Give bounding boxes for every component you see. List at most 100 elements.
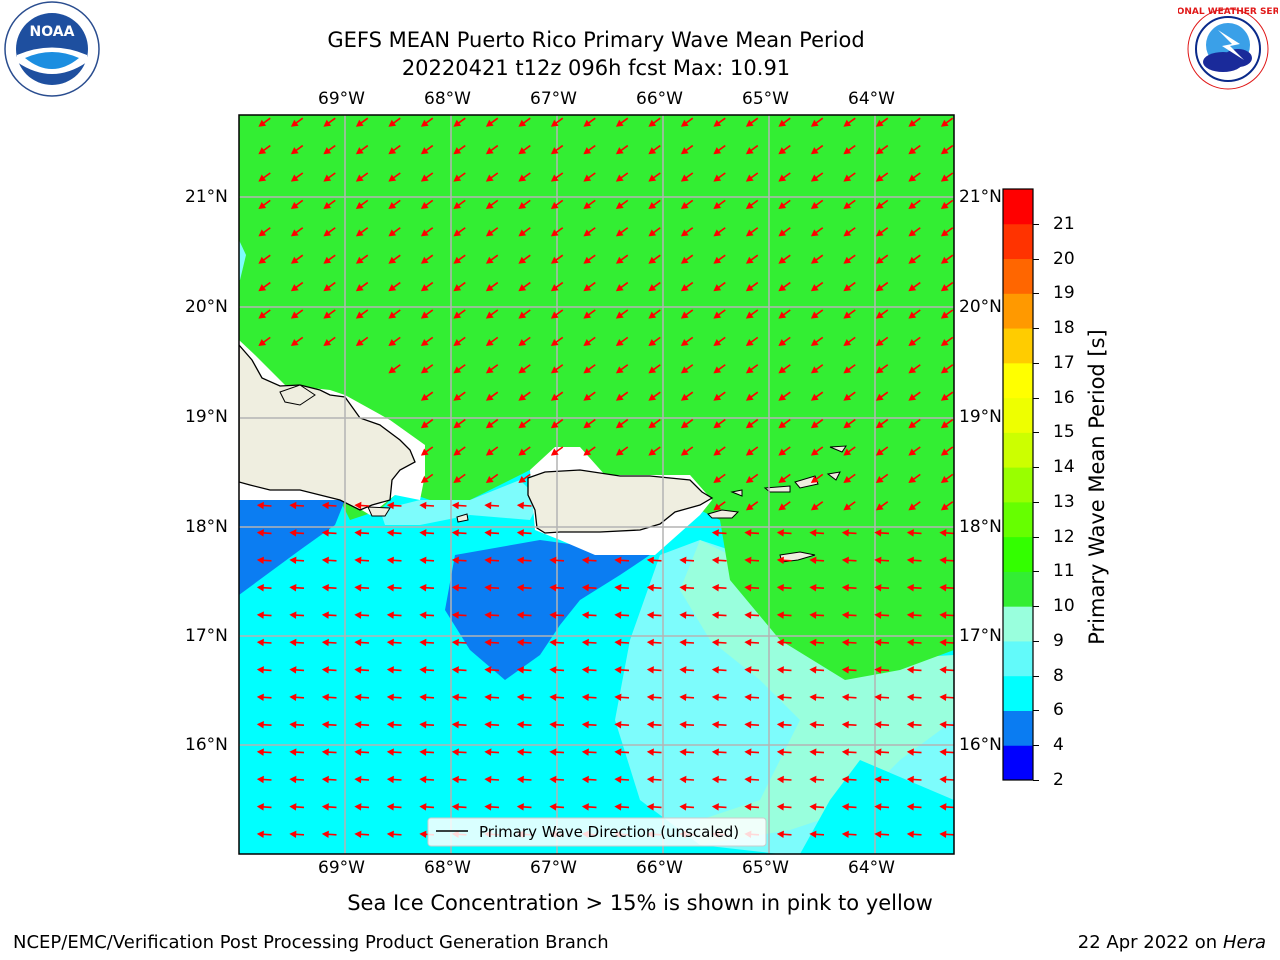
wave-arrow-head bbox=[258, 174, 267, 182]
wave-arrow-head bbox=[518, 366, 527, 374]
wave-arrow-head bbox=[778, 229, 787, 237]
colorbar-segment bbox=[1003, 640, 1033, 677]
lat-tick-right: 21°N bbox=[959, 187, 1002, 207]
wave-arrow-head bbox=[809, 693, 817, 702]
wave-arrow-head bbox=[549, 611, 557, 619]
wave-arrow-head bbox=[680, 229, 689, 237]
lat-tick-left: 20°N bbox=[185, 297, 228, 317]
wave-arrow-head bbox=[583, 393, 592, 401]
wave-arrow-head bbox=[906, 803, 914, 811]
wave-arrow-head bbox=[419, 529, 427, 537]
colorbar-segment bbox=[1003, 293, 1033, 329]
wave-arrow-head bbox=[258, 147, 267, 155]
wave-arrow-head bbox=[646, 720, 654, 729]
wave-arrow-head bbox=[843, 174, 852, 182]
vieques-island bbox=[707, 509, 740, 519]
wave-arrow-head bbox=[583, 229, 592, 237]
wave-arrow-head bbox=[615, 201, 624, 210]
colorbar-tick-mark bbox=[1033, 362, 1039, 364]
wave-arrow-head bbox=[615, 147, 624, 155]
lat-tick-right: 17°N bbox=[959, 626, 1002, 646]
wave-arrow-head bbox=[778, 311, 787, 319]
colorbar-tick-mark bbox=[1033, 432, 1039, 434]
wave-arrow-head bbox=[679, 748, 687, 756]
wave-arrow-head bbox=[258, 201, 267, 210]
wave-arrow-head bbox=[713, 284, 722, 292]
wave-arrow-head bbox=[615, 338, 624, 347]
wave-arrow-head bbox=[906, 556, 914, 565]
wave-arrow-head bbox=[679, 693, 687, 702]
wave-arrow-head bbox=[875, 147, 884, 155]
lon-tick-bottom: 64°W bbox=[848, 858, 895, 878]
wave-arrow-head bbox=[419, 638, 427, 647]
wave-arrow-head bbox=[745, 448, 754, 456]
wave-arrow-head bbox=[778, 256, 787, 264]
wave-arrow-head bbox=[841, 666, 849, 674]
wave-arrow-head bbox=[939, 666, 947, 674]
wave-arrow-head bbox=[711, 666, 719, 674]
wave-arrow-head bbox=[711, 556, 719, 565]
wave-arrow-head bbox=[451, 611, 459, 619]
wave-arrow-head bbox=[289, 501, 297, 510]
wave-arrow-head bbox=[258, 338, 267, 347]
wave-arrow-head bbox=[420, 475, 429, 484]
wave-arrow-head bbox=[713, 393, 722, 401]
wave-arrow-head bbox=[810, 174, 819, 182]
wave-arrow-head bbox=[354, 583, 362, 592]
wave-arrow-head bbox=[939, 748, 947, 756]
wave-arrow-head bbox=[583, 366, 592, 374]
wave-arrow-head bbox=[841, 830, 849, 839]
wave-arrow-head bbox=[256, 638, 264, 647]
wave-arrow-head bbox=[908, 119, 917, 127]
wave-arrow-head bbox=[518, 421, 527, 429]
wave-arrow-head bbox=[323, 229, 332, 237]
wave-arrow-head bbox=[614, 611, 622, 619]
wave-arrow-head bbox=[386, 501, 394, 510]
wave-arrow-head bbox=[420, 256, 429, 264]
colorbar-tick-mark bbox=[1033, 467, 1039, 469]
wave-arrow-head bbox=[256, 748, 264, 756]
wave-arrow-head bbox=[745, 229, 754, 237]
wave-arrow-head bbox=[648, 366, 657, 374]
wave-arrow-head bbox=[289, 638, 297, 647]
wave-arrow-head bbox=[810, 119, 819, 127]
wave-arrow-head bbox=[809, 556, 817, 565]
wave-arrow-head bbox=[484, 501, 492, 510]
wave-arrow-head bbox=[549, 666, 557, 674]
wave-arrow-head bbox=[453, 475, 462, 484]
wave-arrow-head bbox=[745, 284, 754, 292]
wave-arrow-head bbox=[289, 775, 297, 784]
wave-arrow-head bbox=[614, 666, 622, 674]
wave-arrow-head bbox=[290, 229, 299, 237]
wave-arrow-head bbox=[581, 611, 589, 619]
wave-arrow-head bbox=[355, 174, 364, 182]
wave-arrow-head bbox=[744, 611, 752, 619]
colorbar-tick-mark bbox=[1033, 606, 1039, 608]
colorbar-segment bbox=[1003, 710, 1033, 746]
wave-arrow-head bbox=[711, 720, 719, 729]
wave-arrow-head bbox=[354, 611, 362, 619]
wave-arrow-head bbox=[744, 583, 752, 592]
wave-arrow-head bbox=[485, 311, 494, 319]
colorbar-tick-label: 9 bbox=[1053, 630, 1064, 651]
wave-arrow-head bbox=[908, 366, 917, 374]
wave-arrow-head bbox=[354, 748, 362, 756]
wave-arrow-head bbox=[485, 338, 494, 347]
wave-arrow-head bbox=[321, 529, 329, 537]
wave-arrow-head bbox=[810, 393, 819, 401]
wave-arrow-head bbox=[940, 503, 949, 511]
wave-arrow-head bbox=[776, 583, 784, 592]
wave-arrow-head bbox=[451, 501, 459, 510]
wave-arrow-head bbox=[810, 284, 819, 292]
wave-arrow-head bbox=[646, 748, 654, 756]
tortola-island bbox=[794, 475, 819, 489]
wave-arrow-head bbox=[875, 421, 884, 429]
wave-arrow-head bbox=[939, 611, 947, 619]
wave-arrow-head bbox=[355, 311, 364, 319]
wave-arrow-head bbox=[778, 174, 787, 182]
nws-logo: NATIONAL WEATHER SERVICE bbox=[1178, 3, 1278, 95]
wave-arrow-head bbox=[908, 174, 917, 182]
wave-arrow-head bbox=[453, 256, 462, 264]
colorbar-segment bbox=[1003, 536, 1033, 572]
wave-arrow-head bbox=[711, 638, 719, 647]
